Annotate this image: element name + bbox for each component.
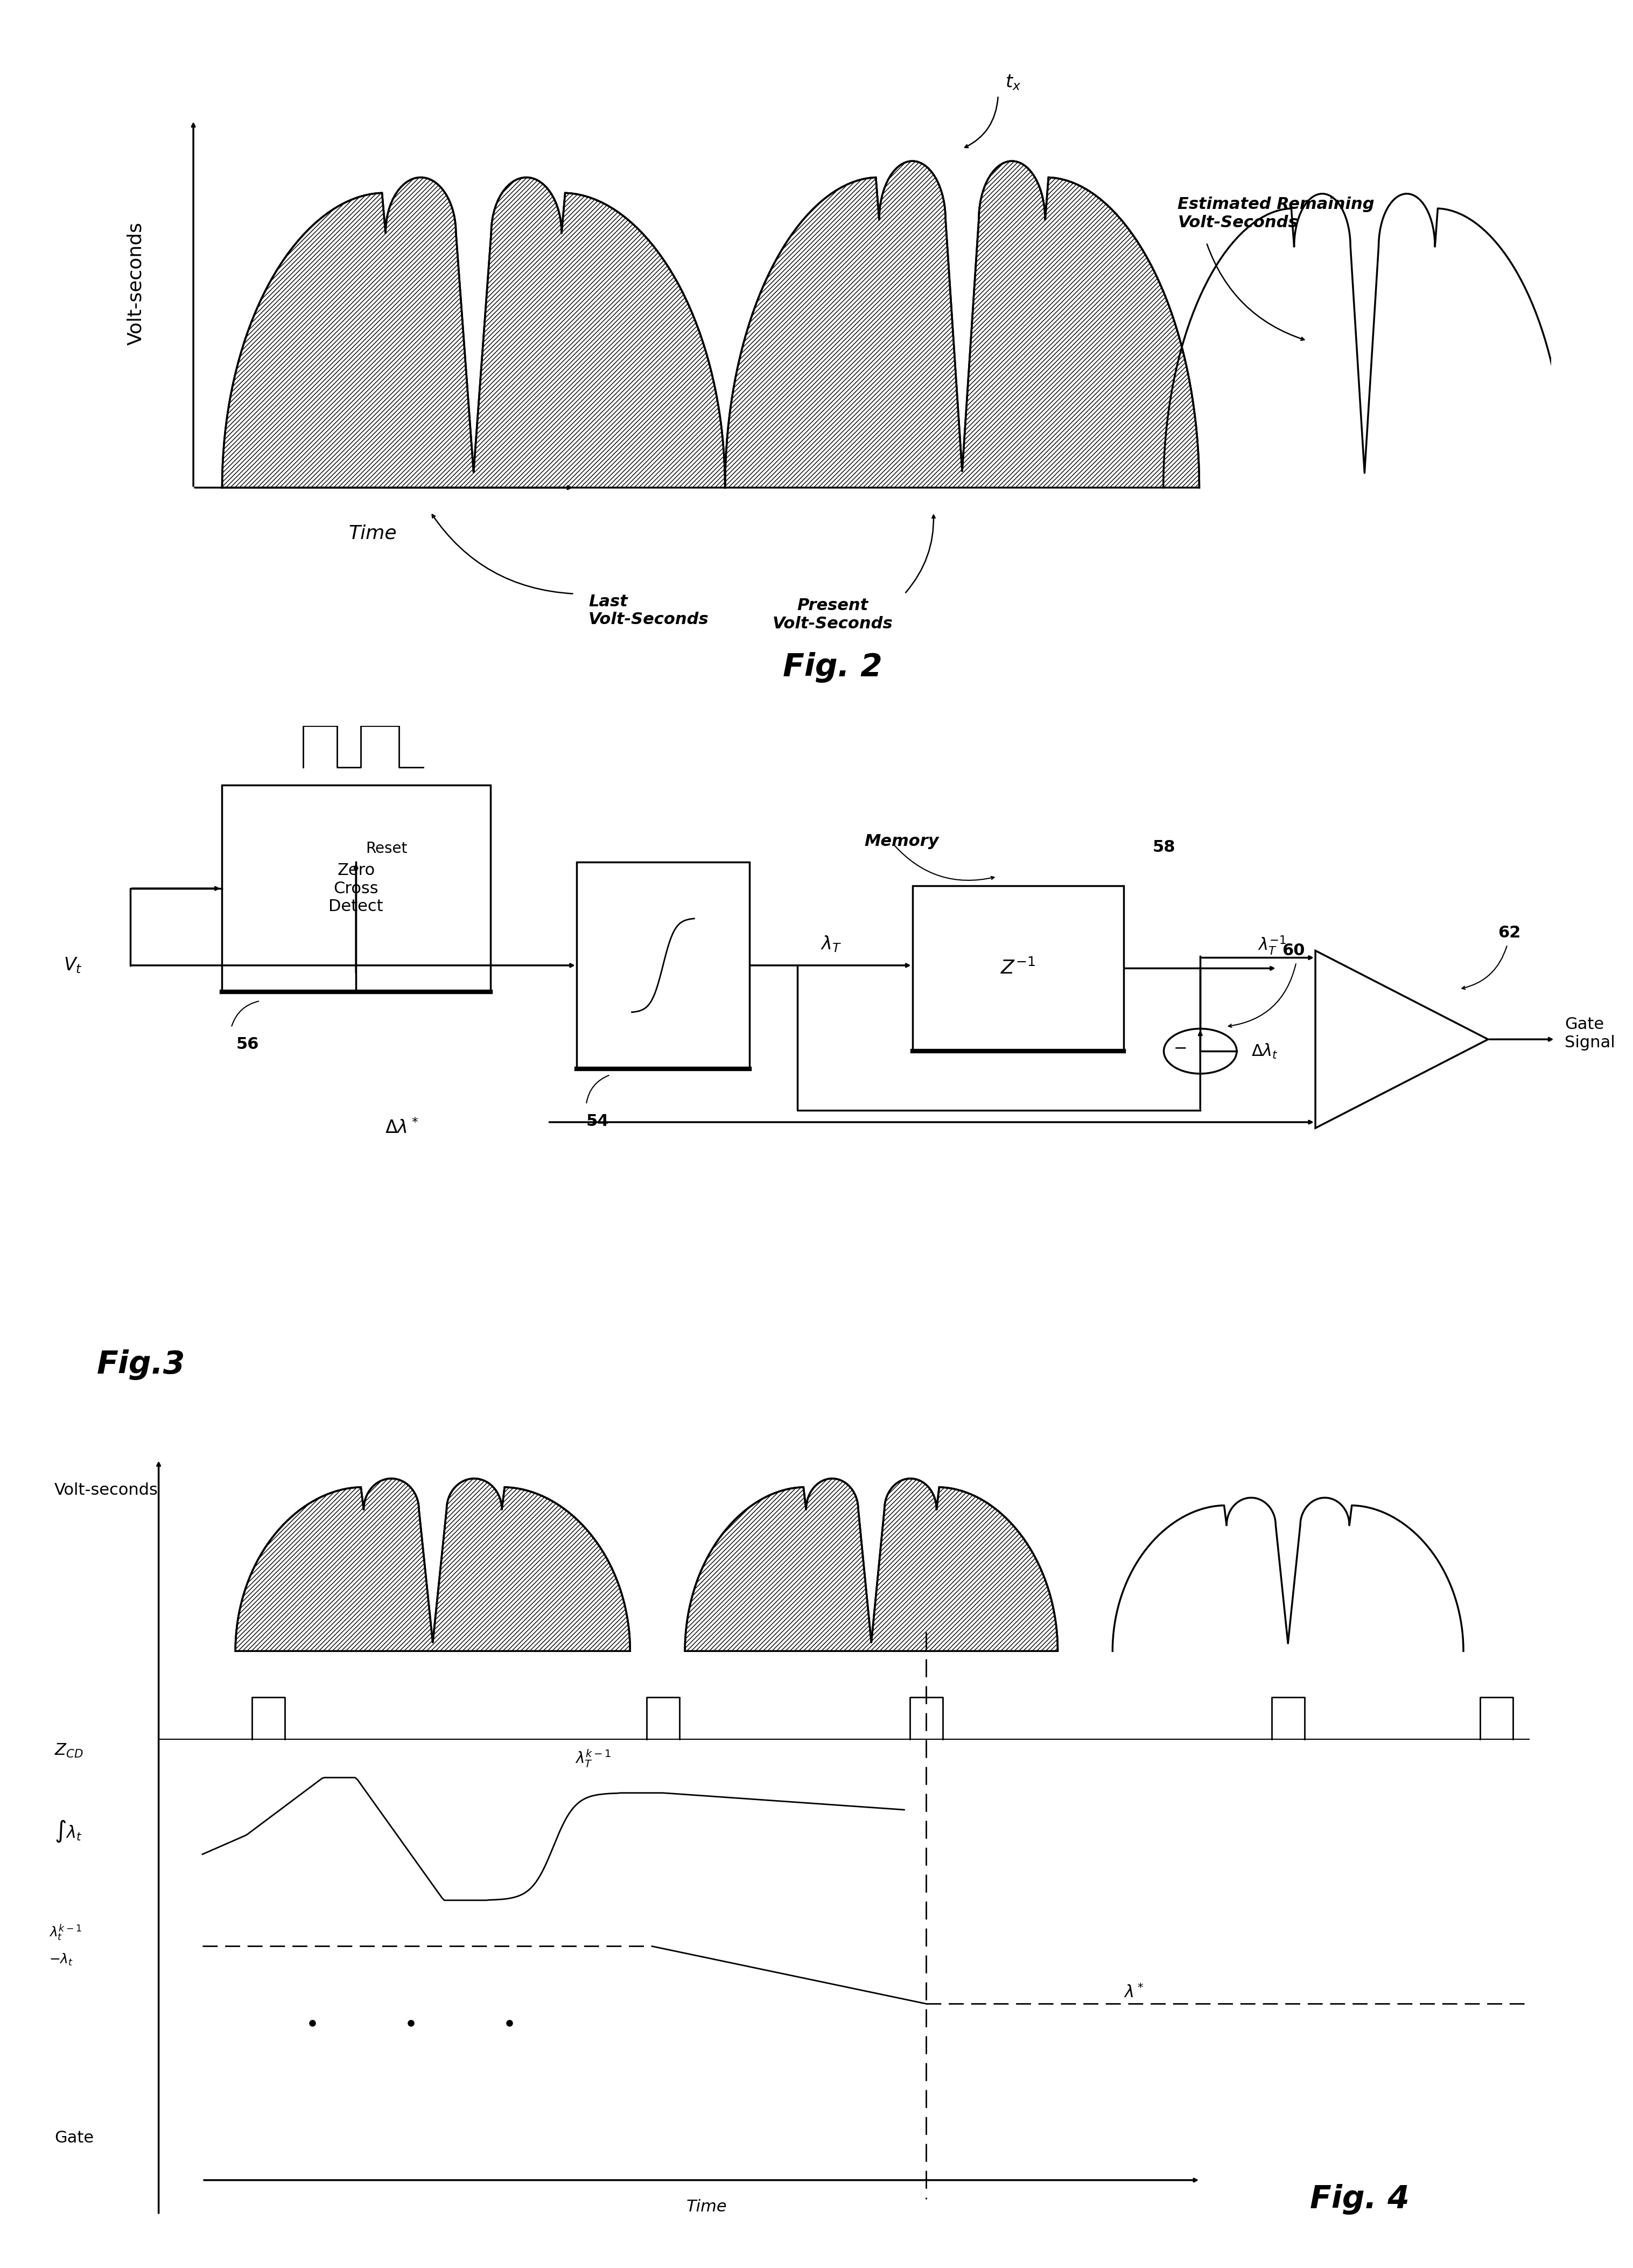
- Text: 60: 60: [1282, 943, 1305, 959]
- Text: $V_t$: $V_t$: [64, 957, 82, 975]
- Polygon shape: [1316, 950, 1488, 1127]
- Polygon shape: [235, 1479, 630, 1651]
- Text: Volt-seconds: Volt-seconds: [54, 1483, 158, 1497]
- FancyBboxPatch shape: [913, 885, 1124, 1050]
- Text: 58: 58: [1153, 839, 1176, 855]
- Polygon shape: [725, 161, 1199, 488]
- Text: $\lambda_T^{k-1}$: $\lambda_T^{k-1}$: [575, 1749, 612, 1769]
- Text: Time: Time: [686, 2200, 727, 2216]
- Text: Time: Time: [349, 524, 397, 542]
- Text: $\lambda_T^{-1}$: $\lambda_T^{-1}$: [1257, 934, 1287, 957]
- Text: 54: 54: [586, 1114, 609, 1129]
- Text: −: −: [1174, 1041, 1187, 1057]
- Text: $Z_{CD}$: $Z_{CD}$: [54, 1742, 83, 1760]
- Text: Fig. 2: Fig. 2: [784, 651, 882, 683]
- Text: Last
Volt-Seconds: Last Volt-Seconds: [588, 594, 709, 628]
- Text: $\int\lambda_t$: $\int\lambda_t$: [54, 1819, 82, 1844]
- Text: 56: 56: [237, 1036, 260, 1052]
- Text: $\lambda^*$: $\lambda^*$: [1124, 1984, 1145, 2000]
- Text: Fig. 4: Fig. 4: [1310, 2184, 1409, 2214]
- FancyBboxPatch shape: [222, 785, 490, 991]
- Text: 62: 62: [1497, 925, 1520, 941]
- Text: Zero
Cross
Detect: Zero Cross Detect: [328, 862, 384, 914]
- Text: $Z^{-1}$: $Z^{-1}$: [1001, 959, 1035, 978]
- Text: Gate: Gate: [54, 2130, 93, 2146]
- Polygon shape: [222, 177, 725, 488]
- Text: Present
Volt-Seconds: Present Volt-Seconds: [772, 599, 893, 631]
- Text: Estimated Remaining
Volt-Seconds: Estimated Remaining Volt-Seconds: [1177, 197, 1375, 231]
- Polygon shape: [684, 1479, 1058, 1651]
- Text: $\Delta\lambda_t$: $\Delta\lambda_t$: [1251, 1043, 1279, 1059]
- Text: Memory: Memory: [864, 832, 939, 848]
- Text: Fig.3: Fig.3: [96, 1349, 186, 1381]
- Text: $\lambda_t^{k-1}$: $\lambda_t^{k-1}$: [49, 1923, 82, 1941]
- Text: Volt-seconds: Volt-seconds: [127, 222, 145, 345]
- Text: $\Delta\lambda^*$: $\Delta\lambda^*$: [385, 1118, 418, 1139]
- Text: $t_x$: $t_x$: [1006, 73, 1021, 91]
- Text: $\lambda_T$: $\lambda_T$: [820, 934, 841, 953]
- Text: Gate
Signal: Gate Signal: [1564, 1016, 1615, 1050]
- Text: $-\lambda_t$: $-\lambda_t$: [49, 1953, 73, 1966]
- Text: Reset: Reset: [366, 841, 407, 855]
- FancyBboxPatch shape: [576, 862, 750, 1068]
